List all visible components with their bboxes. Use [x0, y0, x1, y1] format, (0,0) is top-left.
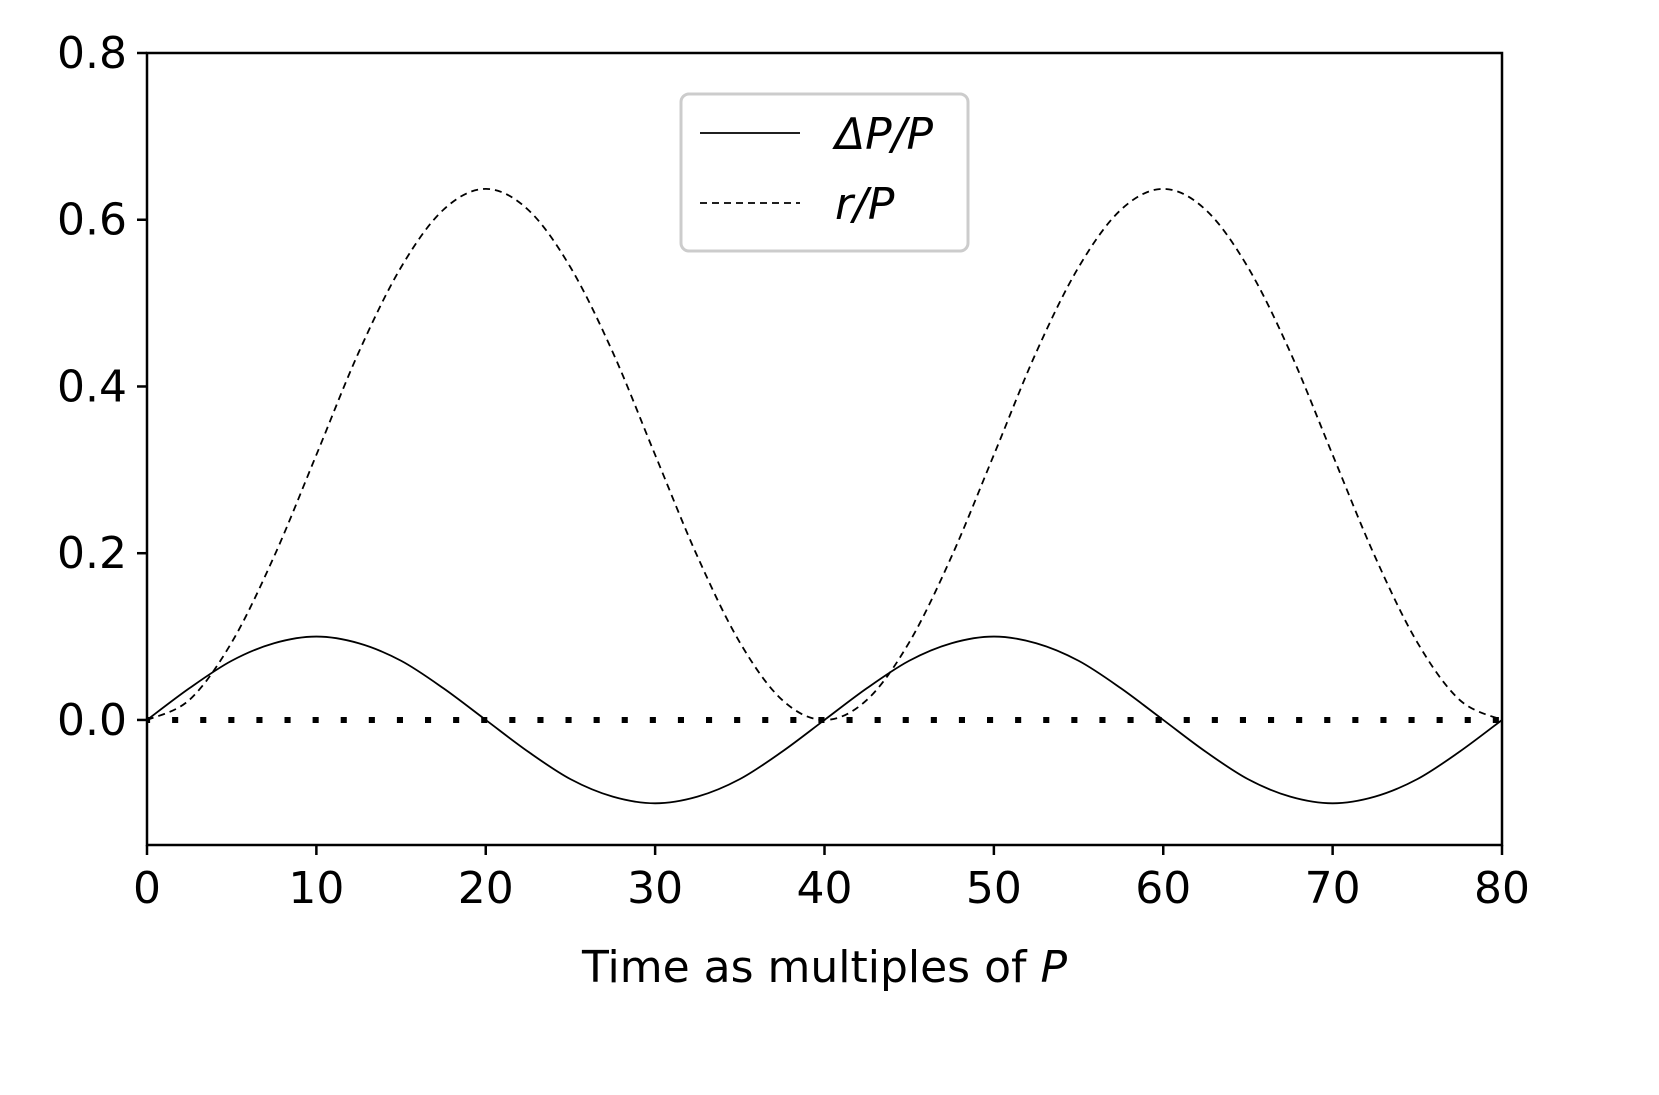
x-axis-label-prefix: Time as multiples of [581, 942, 1041, 993]
y-tick-label: 0.6 [57, 195, 127, 246]
series-line-delta-p-over-p [147, 635, 1502, 805]
x-tick-label: 10 [288, 863, 344, 914]
axis-ticks: 0 10 20 30 40 50 60 70 80 0.0 0.2 0.4 0.6 0.8 [57, 28, 1530, 914]
x-tick-label: 70 [1305, 863, 1361, 914]
legend-label: r/P [835, 179, 895, 230]
x-tick-label: 50 [966, 863, 1022, 914]
y-tick-label: 0.4 [57, 361, 127, 412]
x-axis-label: Time as multiples of P [581, 942, 1068, 993]
x-axis-label-variable: P [1040, 942, 1067, 993]
x-tick-label: 30 [627, 863, 683, 914]
x-tick-label: 20 [458, 863, 514, 914]
y-tick-label: 0.0 [57, 695, 127, 746]
x-tick-label: 60 [1135, 863, 1191, 914]
x-tick-label: 0 [133, 863, 161, 914]
legend: ΔP/P r/P [679, 92, 970, 253]
legend-label: ΔP/P [832, 109, 933, 160]
y-tick-label: 0.2 [57, 528, 127, 579]
x-tick-label: 40 [797, 863, 853, 914]
y-tick-label: 0.8 [57, 28, 127, 79]
plot-frame [145, 51, 1504, 847]
plot-area [147, 187, 1502, 805]
x-tick-label: 80 [1474, 863, 1530, 914]
